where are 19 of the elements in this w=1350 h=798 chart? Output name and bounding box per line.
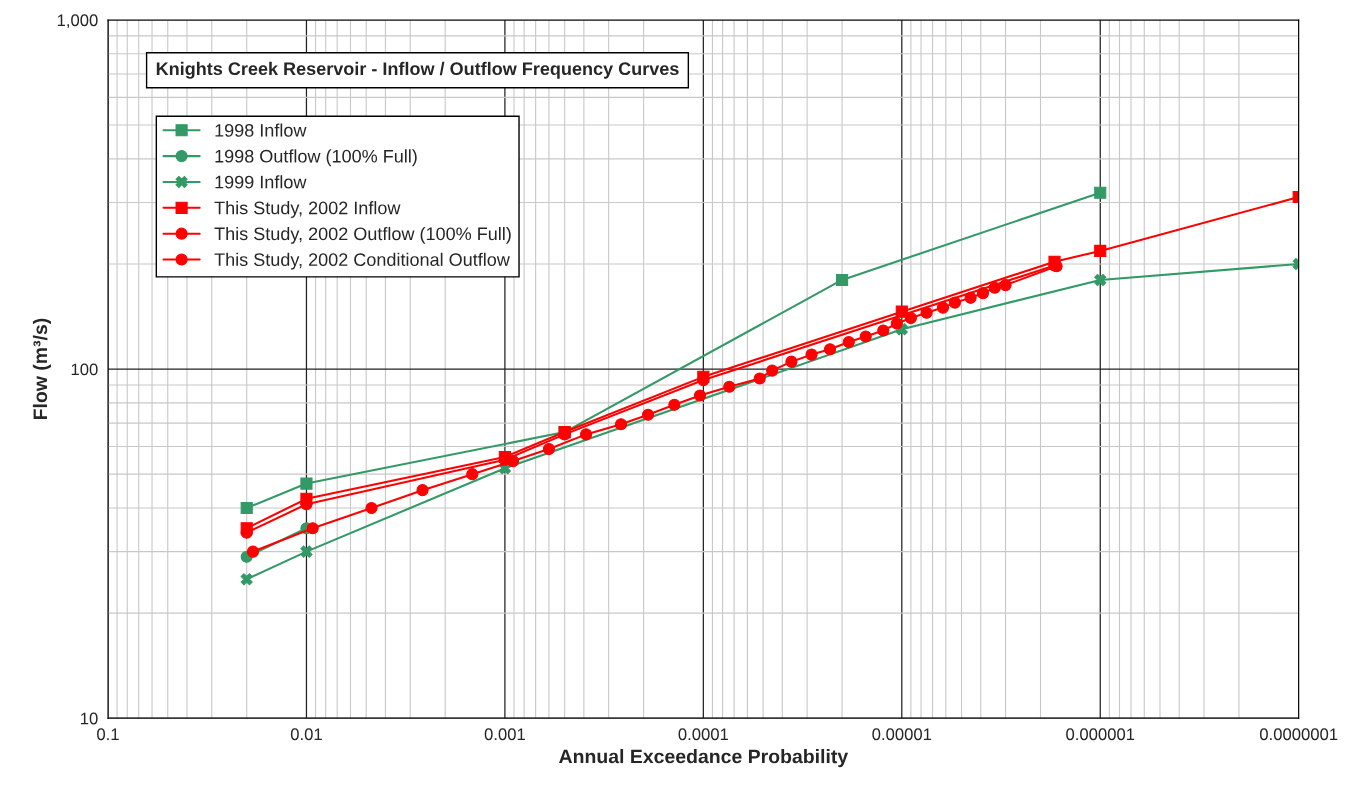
legend-label: This Study, 2002 Inflow <box>214 201 401 218</box>
legend-label: 1998 Inflow <box>215 123 307 137</box>
legend-label: This Study, 2002 Outflow (100% Full) <box>214 226 511 244</box>
x-tick-label: 0.0001 <box>678 728 729 741</box>
x-axis-title: Annual Exceedance Probability <box>559 749 849 768</box>
y-tick-label: 1,000 <box>57 14 98 29</box>
x-tick-label: 0.00001 <box>872 728 932 741</box>
y-tick-label: 100 <box>71 363 98 376</box>
x-tick-label: 0.01 <box>290 728 322 741</box>
legend-label: 1999 Inflow <box>215 175 307 189</box>
x-tick-label: 0.0000001 <box>1259 728 1338 741</box>
x-tick-label: 0.1 <box>97 728 119 741</box>
x-tick-label: 0.000001 <box>1066 728 1135 741</box>
x-tick-label: 0.001 <box>484 728 525 741</box>
legend-label: This Study, 2002 Conditional Outflow <box>214 252 510 270</box>
text: Knights Creek Reservoir - Inflow / Outflow Frequency Curves <box>156 61 679 79</box>
y-axis-title: Flow (m³/s) <box>32 318 52 420</box>
y-tick-label: 10 <box>81 712 98 725</box>
legend-label: 1998 Outflow (100% Full) <box>215 149 417 167</box>
